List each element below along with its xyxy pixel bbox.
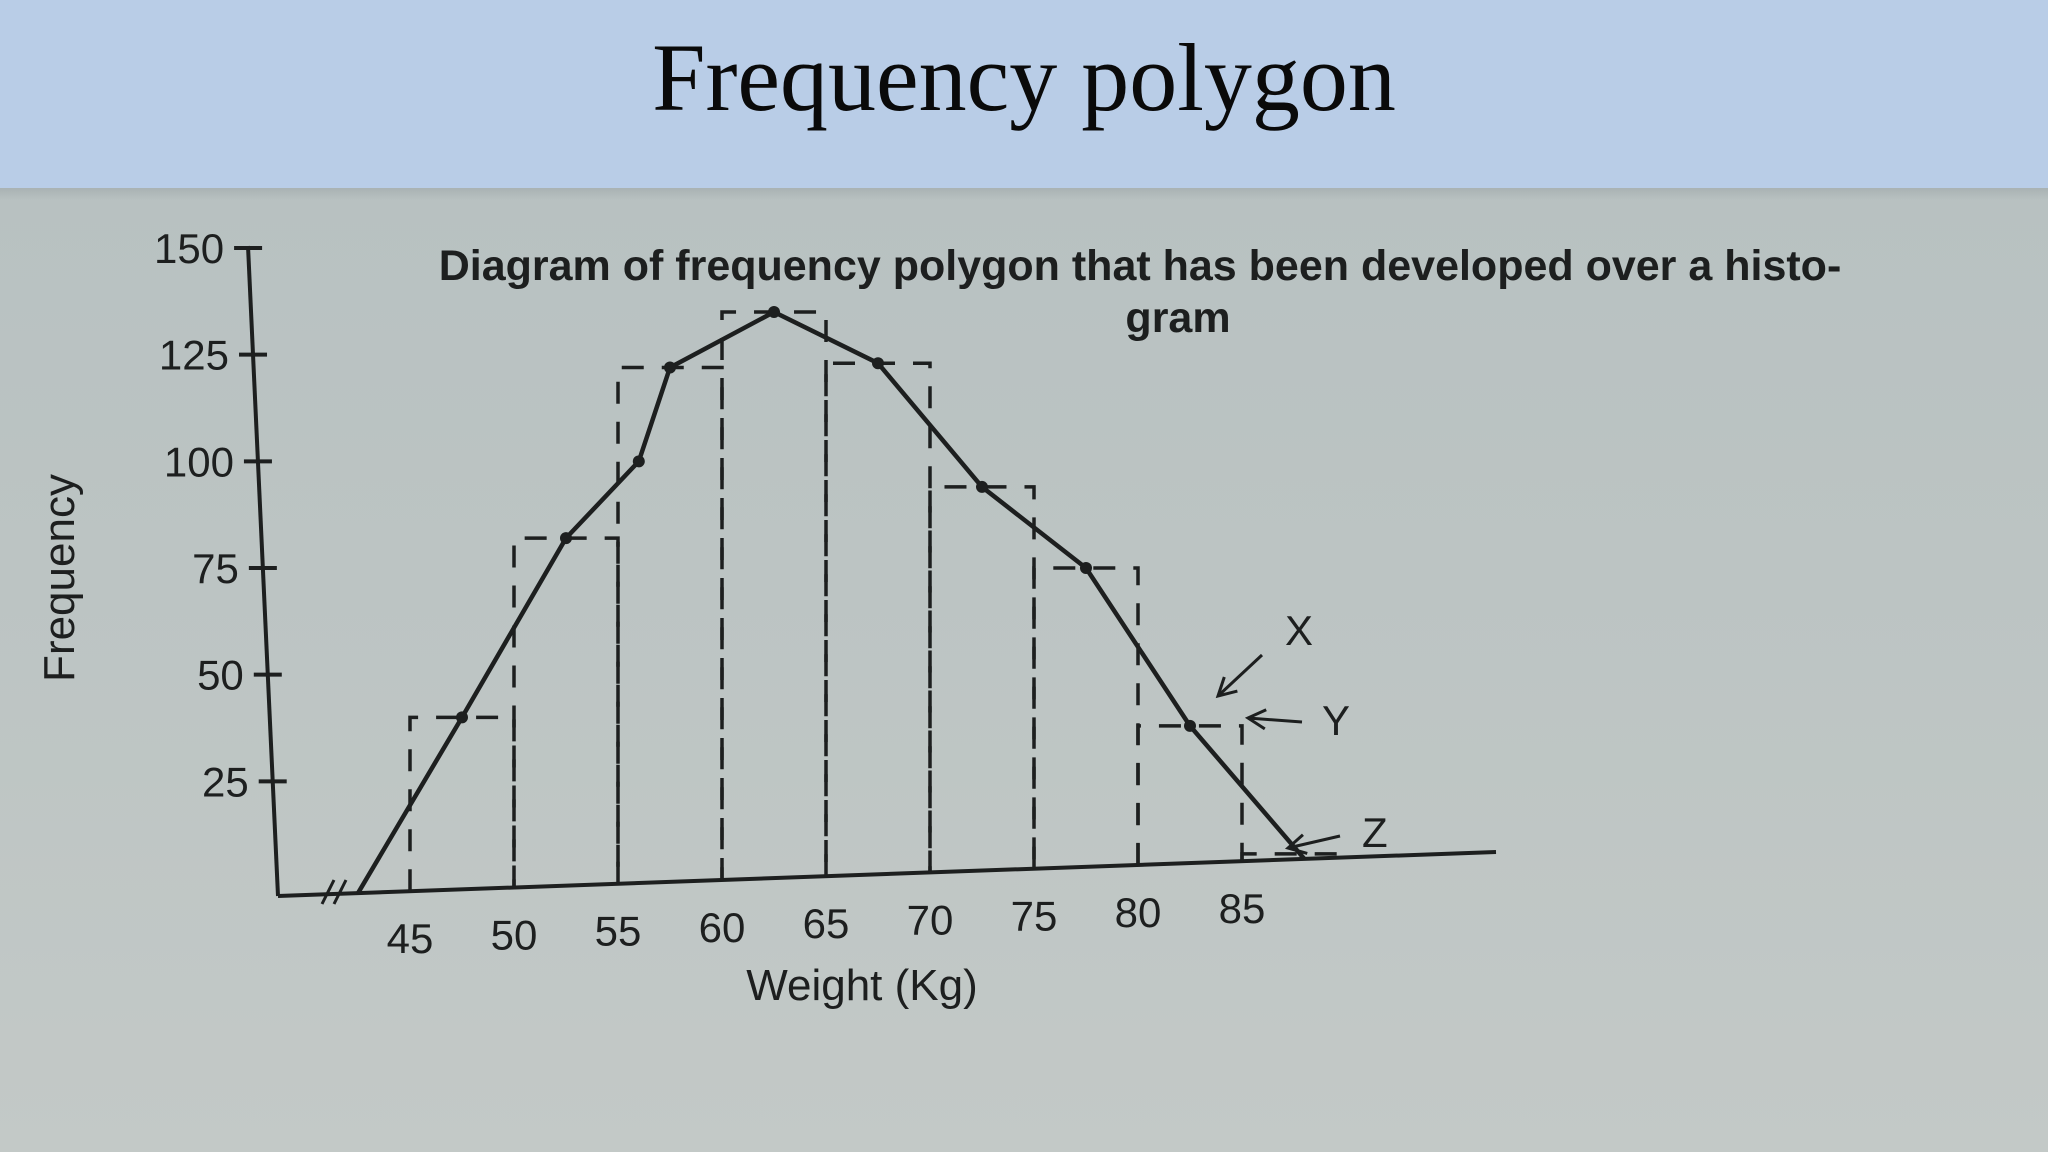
- photo-top-shadow: [0, 188, 2048, 200]
- slide-header: [0, 0, 2048, 188]
- polygon-vertex: [560, 532, 572, 545]
- y-tick-label: 75: [192, 545, 239, 592]
- annotation-label: X: [1285, 607, 1313, 654]
- polygon-vertex: [976, 480, 988, 493]
- y-tick-label: 100: [164, 438, 234, 485]
- axis-break-mark: [320, 879, 336, 905]
- y-axis-line: [246, 245, 280, 897]
- x-tick-label: 60: [699, 904, 746, 951]
- histogram-bar: [720, 310, 828, 880]
- x-tick-label: 80: [1115, 889, 1162, 936]
- y-tick-label: 50: [197, 652, 244, 699]
- frequency-polygon-line: [356, 309, 1307, 895]
- polygon-vertex: [632, 455, 645, 468]
- arrow-head: [1284, 833, 1308, 855]
- x-tick-label: 50: [491, 911, 538, 958]
- annotation-label: Y: [1322, 697, 1350, 744]
- chart-title-line2: gram: [1125, 294, 1230, 342]
- arrow-head: [1215, 676, 1238, 699]
- polygon-vertex: [1184, 719, 1196, 732]
- histogram-bar: [408, 715, 516, 892]
- histogram-bar: [512, 536, 620, 888]
- x-tick-label: 70: [907, 896, 954, 943]
- x-tick-label: 75: [1011, 893, 1058, 940]
- chart-title-line1: Diagram of frequency polygon that has be…: [439, 242, 1842, 290]
- histogram-bar: [928, 485, 1036, 873]
- book-page-photo: [0, 188, 2048, 1152]
- slide-title: Frequency polygon: [652, 24, 1396, 131]
- histogram-bar: [824, 361, 932, 877]
- x-axis-line: [277, 850, 1497, 898]
- x-tick-label: 55: [595, 908, 642, 955]
- x-tick-label: 85: [1219, 885, 1266, 932]
- polygon-vertex: [456, 711, 468, 724]
- polygon-vertex: [872, 357, 884, 370]
- y-tick-label: 25: [202, 758, 249, 805]
- y-axis-label: Frequency: [35, 474, 84, 682]
- polygon-vertex: [768, 306, 780, 318]
- y-tick-label: 125: [159, 332, 229, 379]
- histogram-bar: [616, 365, 724, 884]
- annotation-arrow: [1216, 653, 1264, 698]
- histogram-bar: [1032, 566, 1140, 869]
- x-axis-label: Weight (Kg): [746, 961, 978, 1010]
- histogram-bar: [1240, 852, 1348, 862]
- histogram-bar: [1136, 724, 1244, 865]
- annotation-arrow: [1287, 834, 1341, 850]
- polygon-vertex: [1080, 562, 1092, 574]
- polygon-vertex: [664, 361, 676, 374]
- x-tick-label: 65: [803, 900, 850, 947]
- axis-break-mark: [332, 879, 348, 905]
- y-tick-label: 150: [154, 225, 224, 272]
- x-tick-label: 45: [387, 915, 434, 962]
- annotation-arrow: [1247, 716, 1303, 724]
- arrow-head: [1244, 708, 1267, 731]
- annotation-label: Z: [1362, 809, 1388, 856]
